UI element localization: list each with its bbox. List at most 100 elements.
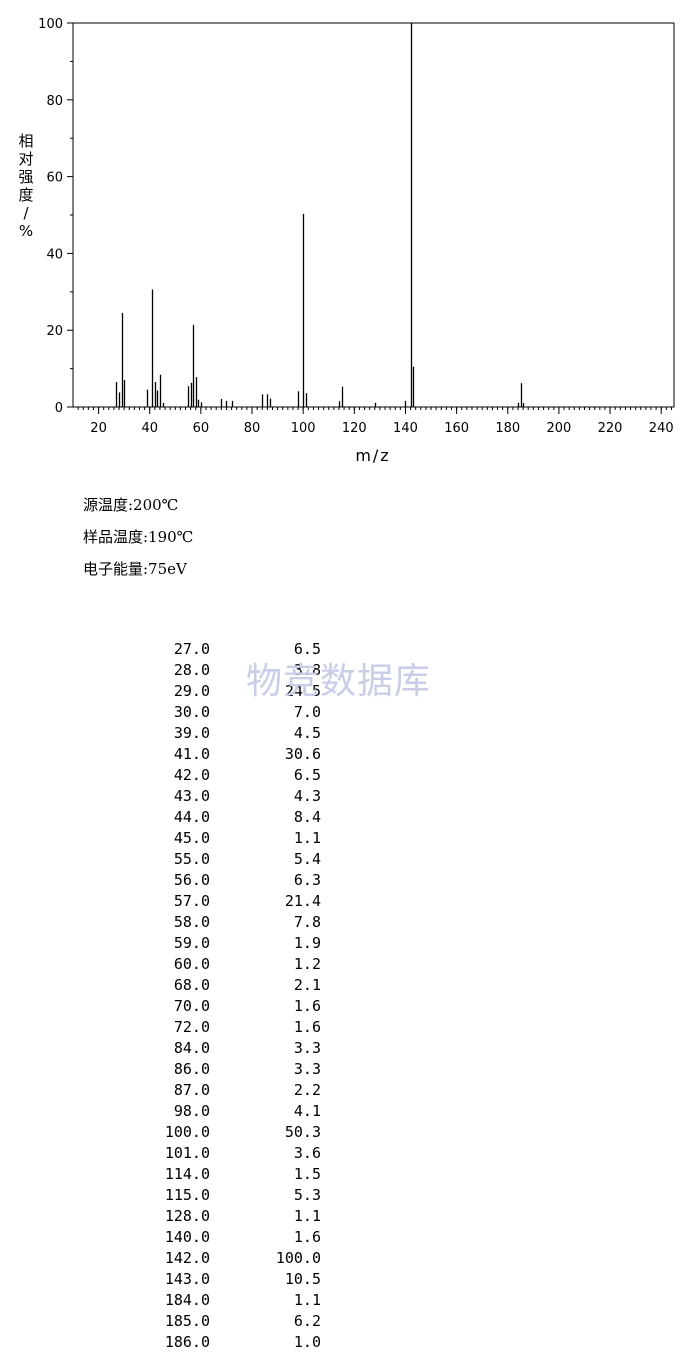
intensity-value: 4.5 [293, 724, 321, 742]
mz-value: 115.0 [164, 1186, 210, 1204]
mz-value: 68.0 [173, 976, 210, 994]
peak-table-row: 55.0 5.4 [0, 850, 687, 871]
x-tick-label: 40 [141, 421, 158, 436]
mz-value: 87.0 [173, 1081, 210, 1099]
x-tick-label: 80 [244, 421, 261, 436]
mz-value: 58.0 [173, 913, 210, 931]
peak-table-row: 56.0 6.3 [0, 871, 687, 892]
mz-value: 44.0 [173, 808, 210, 826]
intensity-value: 6.3 [293, 871, 321, 889]
mz-value: 29.0 [173, 682, 210, 700]
x-tick-label: 140 [393, 421, 418, 436]
peak-table-row: 142.0 100.0 [0, 1249, 687, 1270]
y-tick-label: 80 [46, 94, 63, 109]
peak-table-row: 57.0 21.4 [0, 892, 687, 913]
peak-table-row: 115.0 5.3 [0, 1186, 687, 1207]
intensity-value: 6.2 [293, 1312, 321, 1330]
intensity-value: 3.8 [293, 661, 321, 679]
peak-table-row: 59.0 1.9 [0, 934, 687, 955]
mz-value: 140.0 [164, 1228, 210, 1246]
intensity-value: 3.6 [293, 1144, 321, 1162]
intensity-value: 1.6 [293, 997, 321, 1015]
mz-value: 30.0 [173, 703, 210, 721]
intensity-value: 3.3 [293, 1060, 321, 1078]
mz-value: 60.0 [173, 955, 210, 973]
peak-table-row: 143.0 10.5 [0, 1270, 687, 1291]
mz-value: 42.0 [173, 766, 210, 784]
mz-value: 101.0 [164, 1144, 210, 1162]
x-axis-label: m/z [355, 446, 390, 465]
mz-value: 41.0 [173, 745, 210, 763]
mz-value: 43.0 [173, 787, 210, 805]
mz-value: 55.0 [173, 850, 210, 868]
peak-table-row: 58.0 7.8 [0, 913, 687, 934]
mass-spectrum-chart: 20 40 60 80 100 120 140 160 180 200 220 240 0 20 40 60… [18, 17, 675, 465]
mz-value: 59.0 [173, 934, 210, 952]
mz-value: 72.0 [173, 1018, 210, 1036]
intensity-value: 6.5 [293, 640, 321, 658]
intensity-value: 1.6 [293, 1228, 321, 1246]
intensity-value: 5.3 [293, 1186, 321, 1204]
peak-table-row: 114.0 1.5 [0, 1165, 687, 1186]
peak-table-row: 29.0 24.5 [0, 682, 687, 703]
intensity-value: 7.0 [293, 703, 321, 721]
intensity-value: 4.3 [293, 787, 321, 805]
peak-table-row: 60.0 1.2 [0, 955, 687, 976]
x-tick-label: 220 [598, 421, 623, 436]
intensity-value: 2.2 [293, 1081, 321, 1099]
peak-table-row: 185.0 6.2 [0, 1312, 687, 1333]
x-axis-ticks: 20 40 60 80 100 120 140 160 180 200 220 240 [90, 407, 674, 436]
x-tick-label: 180 [495, 421, 520, 436]
peak-table-row: 184.0 1.1 [0, 1291, 687, 1312]
peak-bars [115, 23, 525, 407]
intensity-value: 100.0 [275, 1249, 321, 1267]
y-tick-label: 0 [55, 401, 63, 416]
intensity-value: 1.1 [293, 829, 321, 847]
peak-table-row: 100.0 50.3 [0, 1123, 687, 1144]
y-tick-label: 60 [46, 171, 63, 186]
peak-table-row: 68.0 2.1 [0, 976, 687, 997]
peak-table-row: 70.0 1.6 [0, 997, 687, 1018]
x-tick-label: 100 [291, 421, 316, 436]
x-tick-label: 160 [444, 421, 469, 436]
mz-value: 84.0 [173, 1039, 210, 1057]
mz-value: 86.0 [173, 1060, 210, 1078]
y-axis-label: 相对强度/% [18, 132, 33, 240]
intensity-value: 1.9 [293, 934, 321, 952]
mz-value: 186.0 [164, 1333, 210, 1351]
intensity-value: 7.8 [293, 913, 321, 931]
mz-value: 142.0 [164, 1249, 210, 1267]
peak-table-row: 87.0 2.2 [0, 1081, 687, 1102]
intensity-value: 4.1 [293, 1102, 321, 1120]
mz-value: 100.0 [164, 1123, 210, 1141]
y-tick-label: 20 [46, 324, 63, 339]
intensity-value: 1.1 [293, 1291, 321, 1309]
plot-frame [72, 22, 675, 408]
mz-value: 70.0 [173, 997, 210, 1015]
peak-table-row: 27.0 6.5 [0, 640, 687, 661]
sample-temperature: 样品温度:190℃ [83, 528, 194, 546]
y-tick-label: 100 [38, 17, 63, 32]
peak-table-row: 44.0 8.4 [0, 808, 687, 829]
mz-value: 39.0 [173, 724, 210, 742]
x-tick-label: 200 [547, 421, 572, 436]
peak-table-row: 84.0 3.3 [0, 1039, 687, 1060]
intensity-value: 50.3 [284, 1123, 321, 1141]
intensity-value: 1.5 [293, 1165, 321, 1183]
x-tick-label: 120 [342, 421, 367, 436]
peak-table-row: 41.0 30.6 [0, 745, 687, 766]
peak-table-row: 42.0 6.5 [0, 766, 687, 787]
peak-table-row: 186.0 1.0 [0, 1333, 687, 1354]
peak-table-row: 45.0 1.1 [0, 829, 687, 850]
intensity-value: 1.0 [293, 1333, 321, 1351]
mz-value: 184.0 [164, 1291, 210, 1309]
peak-table-row: 28.0 3.8 [0, 661, 687, 682]
mz-value: 185.0 [164, 1312, 210, 1330]
intensity-value: 1.6 [293, 1018, 321, 1036]
intensity-value: 30.6 [284, 745, 321, 763]
intensity-value: 5.4 [293, 850, 321, 868]
intensity-value: 2.1 [293, 976, 321, 994]
mz-value: 114.0 [164, 1165, 210, 1183]
peak-table-row: 30.0 7.0 [0, 703, 687, 724]
intensity-value: 6.5 [293, 766, 321, 784]
